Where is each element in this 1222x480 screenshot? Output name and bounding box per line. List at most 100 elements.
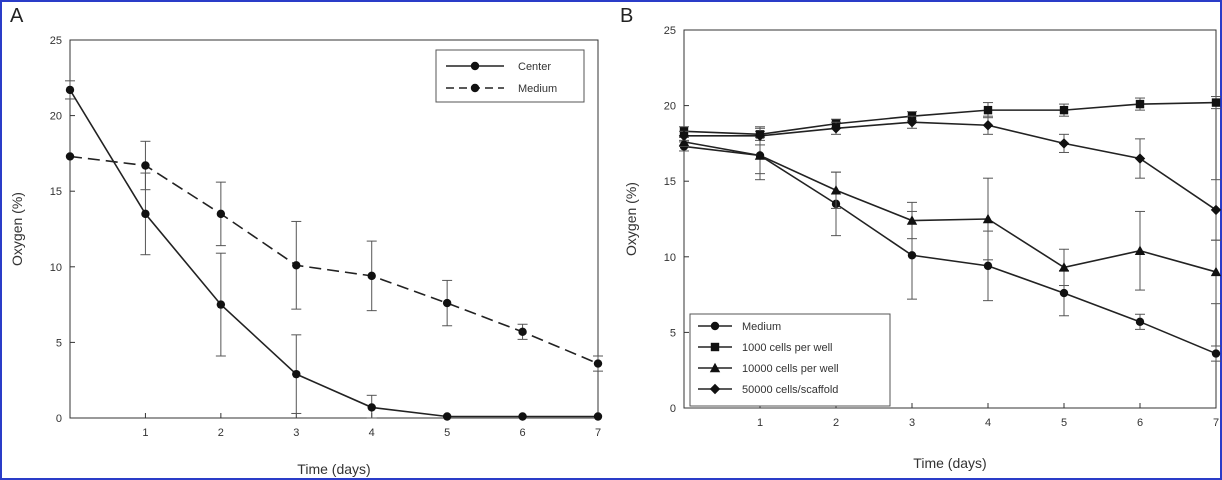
panel-b-x-tick-label: 6 — [1137, 417, 1143, 429]
panel-b-y-tick-label: 10 — [664, 252, 676, 264]
panel-b-series-line — [683, 145, 1217, 355]
panel-a-data-point — [292, 369, 301, 379]
panel-a-x-tick-label: 2 — [218, 427, 224, 439]
panel-a-letter: A — [10, 5, 24, 27]
panel-a-x-tick-label: 7 — [595, 427, 601, 439]
panel-b-x-tick-label: 5 — [1061, 417, 1067, 429]
panel-a-data-point — [65, 85, 75, 95]
panel-b-legend-box — [689, 313, 891, 407]
panel-b-y-tick-label: 20 — [664, 101, 676, 113]
panel-a-legend-marker — [470, 83, 480, 93]
panel-b-data-point — [1211, 349, 1221, 358]
panel-a-y-tick-label: 5 — [56, 337, 62, 349]
panel-b-data-point — [1135, 317, 1145, 327]
panel-a-y-tick-label: 20 — [50, 111, 62, 123]
panel-a-data-point — [593, 359, 603, 368]
panel-b-data-point — [754, 150, 766, 160]
panel-b-data-point — [678, 130, 690, 142]
panel-b-data-point — [1059, 105, 1069, 115]
panel-b-x-tick-label: 2 — [833, 417, 839, 429]
panel-b-series-line — [683, 101, 1217, 136]
panel-b-data-point — [754, 130, 766, 142]
panel-a-legend-label: Medium — [518, 83, 557, 95]
panel-a-series-line — [69, 155, 599, 365]
panel-b-legend-marker — [710, 342, 720, 352]
panel-a-x-tick-label: 1 — [142, 427, 148, 439]
panel-b-legend-marker — [709, 362, 721, 373]
panel-b-data-point — [1134, 153, 1146, 164]
panel-b: B 0 5 10 15 20 25 1 2 3 4 5 6 7 Time (days) Oxygen (… — [620, 5, 1222, 471]
panel-a-series-1 — [65, 140, 603, 372]
panel-b-data-point — [1211, 98, 1221, 107]
panel-b-legend: Medium 1000 cells per well 10000 cells per… — [689, 313, 891, 407]
panel-a-data-point — [442, 298, 452, 308]
panel-a-data-point — [518, 327, 527, 337]
panel-a-y-tick-label: 0 — [56, 413, 62, 425]
panel-a-data-point — [141, 161, 150, 170]
panel-a-legend-label: Center — [518, 61, 551, 73]
panel-b-data-point — [1135, 99, 1145, 109]
panel-a-x-tick-label: 4 — [369, 427, 375, 439]
panel-b-y-tick-label: 25 — [664, 25, 676, 37]
panel-b-y-tick-label: 15 — [664, 176, 676, 188]
panel-a-y-tick-label: 15 — [50, 186, 62, 198]
panel-b-data-point — [983, 105, 993, 115]
panel-b-y-tick-label: 5 — [670, 327, 676, 339]
panel-b-series-3 — [678, 115, 1222, 241]
panel-b-data-point — [1058, 138, 1070, 149]
panel-a-legend: Center Medium — [435, 49, 585, 103]
panel-a-data-point — [141, 209, 150, 219]
panel-a-data-point — [216, 300, 226, 309]
panel-b-x-axis-label: Time (days) — [913, 455, 986, 471]
panel-a-x-axis-label: Time (days) — [297, 461, 370, 477]
panel-b-legend-label: 1000 cells per well — [742, 342, 833, 354]
panel-a-series-line — [69, 89, 598, 418]
panel-b-data-point — [907, 251, 917, 260]
panel-b-data-point — [1210, 266, 1222, 277]
panel-b-x-tick-label: 3 — [909, 417, 915, 429]
panel-b-data-point — [983, 261, 993, 271]
panel-b-legend-label: Medium — [742, 321, 781, 333]
panel-a-data-point — [216, 209, 226, 219]
panel-b-data-point — [1059, 288, 1069, 298]
panel-b-x-tick-label: 4 — [985, 417, 991, 429]
panel-a-x-tick-label: 5 — [444, 427, 450, 439]
panel-b-data-point — [830, 185, 842, 195]
panel-a: A 0 5 10 15 20 25 1 2 3 4 5 6 7 Time (days) Oxygen (… — [9, 5, 603, 477]
panel-a-data-point — [292, 261, 301, 270]
panel-b-legend-label: 10000 cells per well — [742, 363, 839, 375]
panel-b-data-point — [906, 215, 918, 225]
panel-b-legend-marker — [709, 383, 721, 395]
panel-a-legend-marker — [470, 61, 480, 71]
panel-a-data-point — [367, 403, 376, 412]
panel-b-data-point — [1134, 245, 1146, 255]
panel-a-y-tick-label: 10 — [50, 262, 62, 274]
panel-b-x-tick-label: 7 — [1213, 417, 1219, 429]
panel-b-data-point — [1210, 204, 1222, 216]
panel-a-data-point — [65, 152, 75, 161]
panel-b-y-tick-label: 0 — [670, 403, 676, 415]
panel-b-series-2 — [678, 136, 1222, 305]
panel-b-legend-label: 50000 cells/scaffold — [742, 384, 838, 396]
panel-b-legend-marker — [710, 321, 720, 331]
panel-b-data-point — [678, 136, 690, 147]
panel-a-x-tick-label: 6 — [520, 427, 526, 439]
panel-a-x-tick-label: 3 — [293, 427, 299, 439]
panel-a-data-point — [367, 271, 376, 281]
panel-b-data-point — [830, 123, 842, 134]
panel-a-data-point — [518, 412, 527, 421]
panel-b-letter: B — [620, 5, 633, 27]
panel-b-data-point — [1058, 262, 1070, 272]
panel-b-x-tick-label: 1 — [757, 417, 763, 429]
panel-b-y-axis-label: Oxygen (%) — [623, 182, 639, 256]
panel-b-data-point — [982, 213, 994, 224]
panel-a-series-0 — [65, 80, 603, 421]
panel-a-y-axis-label: Oxygen (%) — [9, 192, 25, 266]
panel-a-y-tick-label: 25 — [50, 35, 62, 47]
panel-b-series-line — [683, 141, 1217, 273]
panel-a-data-point — [593, 412, 603, 421]
panel-b-series-line — [684, 121, 1217, 211]
panel-b-data-point — [982, 120, 994, 131]
panel-a-legend-box — [435, 49, 585, 103]
